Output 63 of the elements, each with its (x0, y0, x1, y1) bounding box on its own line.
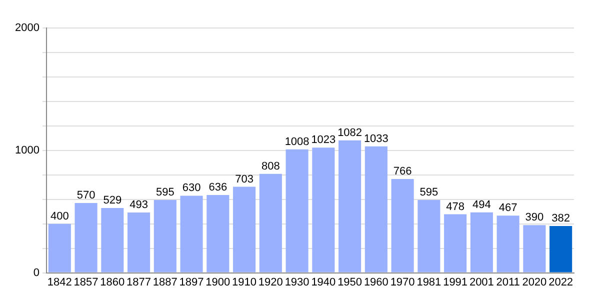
data-label: 595 (420, 186, 438, 199)
x-tick-label: 1920 (258, 276, 283, 288)
bar (259, 174, 282, 272)
data-label: 1023 (311, 134, 336, 146)
data-label: 570 (76, 190, 96, 202)
x-tick-label: 1981 (416, 276, 442, 288)
x-tick-label: 1877 (126, 276, 152, 288)
bar (364, 146, 388, 272)
x-tick-label: 2022 (548, 276, 574, 288)
bar (286, 149, 308, 272)
data-label: 467 (498, 202, 518, 214)
x-tick-label: 1910 (232, 276, 257, 288)
bar (74, 203, 98, 272)
x-tick-label: 2011 (496, 276, 520, 288)
bar (523, 225, 546, 272)
data-label: 636 (208, 181, 228, 194)
bar (154, 200, 176, 272)
data-label: 390 (525, 212, 544, 224)
data-label: 630 (182, 182, 201, 194)
data-label: 703 (235, 173, 254, 186)
x-tick-label: 2001 (469, 276, 494, 288)
data-label: 1082 (338, 126, 362, 139)
x-tick-label: 1970 (390, 276, 415, 288)
x-tick-label: 1960 (364, 276, 388, 288)
bar (470, 212, 493, 272)
x-tick-label: 1991 (443, 276, 468, 288)
bar (496, 216, 520, 272)
bar (338, 140, 362, 272)
x-tick-label: 1900 (206, 276, 230, 288)
y-tick-label: 1000 (14, 144, 40, 156)
x-tick-label: 1950 (338, 276, 362, 288)
bar (550, 226, 572, 272)
y-tick-label: 2000 (14, 22, 40, 34)
x-tick-label: 1940 (311, 276, 336, 288)
data-label: 478 (446, 200, 464, 213)
data-label: 493 (130, 198, 148, 211)
data-label: 808 (261, 160, 280, 172)
bar (233, 186, 256, 272)
data-label: 494 (472, 198, 491, 211)
data-label: 1033 (364, 132, 388, 145)
bar (418, 200, 440, 272)
x-tick-label: 1860 (100, 276, 125, 288)
data-label: 529 (103, 194, 122, 207)
data-label: 382 (552, 212, 570, 225)
x-tick-label: 1842 (47, 276, 72, 288)
bar (180, 196, 203, 272)
data-label: 400 (50, 210, 69, 222)
bar (206, 194, 230, 272)
bar (391, 179, 414, 272)
bar (312, 148, 335, 272)
x-tick-label: 2020 (522, 276, 547, 288)
x-tick-label: 1897 (179, 276, 204, 288)
bar (444, 214, 467, 272)
x-tick-label: 1887 (152, 276, 178, 288)
y-tick-label: 0 (33, 266, 40, 279)
x-tick-label: 1857 (74, 276, 98, 288)
bar (128, 212, 150, 272)
data-label: 1008 (284, 136, 310, 148)
data-label: 766 (393, 166, 412, 178)
x-tick-label: 1930 (284, 276, 310, 288)
data-label: 595 (156, 186, 174, 199)
bar (101, 208, 124, 272)
bar (48, 224, 71, 272)
